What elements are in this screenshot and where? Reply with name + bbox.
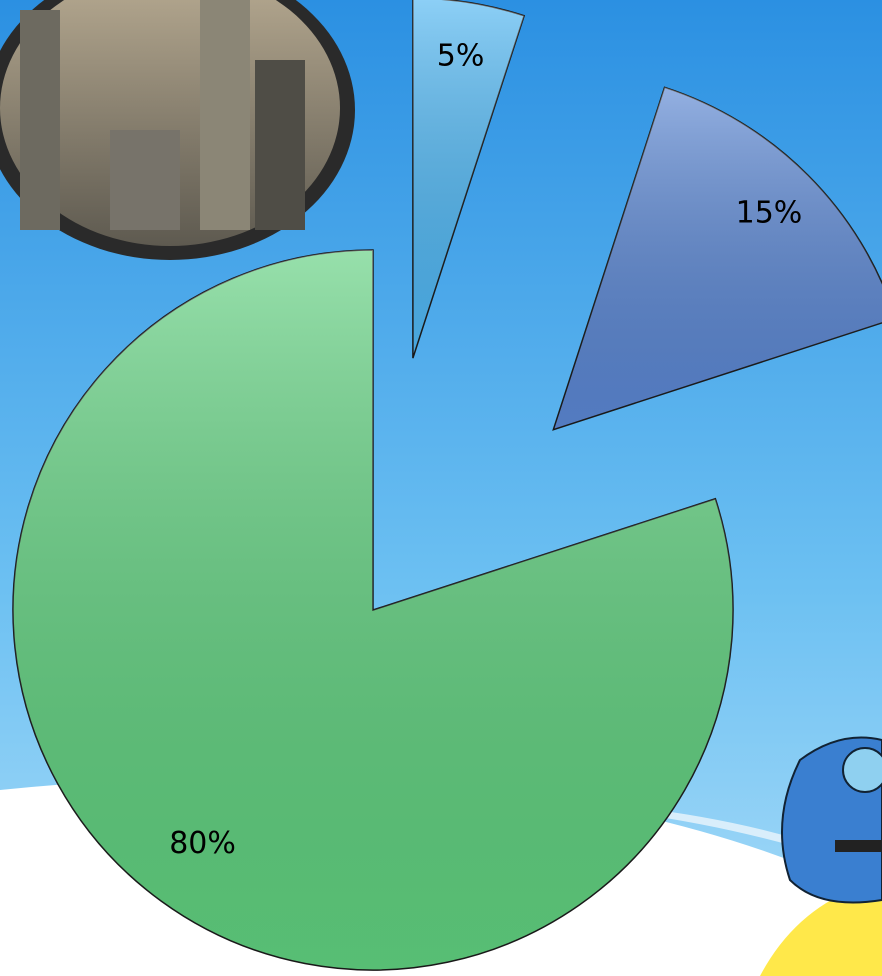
- data-label: 80%: [169, 826, 236, 861]
- city-photo: [0, 0, 355, 260]
- pie: 5% 15% 80%: [12, 0, 882, 971]
- slice-shade: [12, 250, 733, 971]
- slice-shade: [412, 0, 525, 359]
- mascot: [760, 736, 882, 976]
- slice-shade: [553, 87, 882, 430]
- data-label: 5%: [437, 38, 485, 73]
- data-label: 15%: [736, 196, 803, 231]
